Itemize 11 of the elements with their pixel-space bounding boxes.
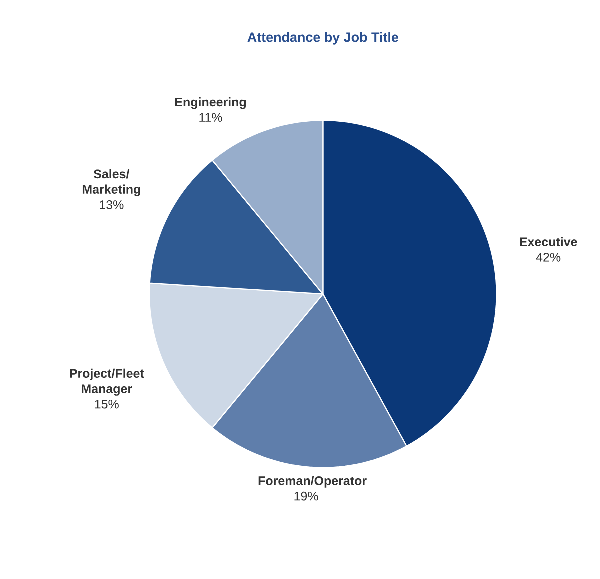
data-label: 11%	[200, 113, 222, 122]
slice-label: Executive	[520, 237, 578, 247]
slice-label: Project/Fleet Manager	[70, 368, 144, 396]
data-label: 42%	[536, 253, 561, 262]
data-label: 13%	[100, 200, 124, 210]
slice-label: Engineering	[175, 98, 246, 110]
slice-label: Sales/ Marketing	[82, 170, 140, 197]
data-label: 15%	[95, 400, 119, 409]
slice-label: Foreman/Operator	[258, 476, 367, 488]
chart-title: Attendance by Job Title	[248, 32, 398, 45]
data-label: 19%	[294, 492, 318, 501]
